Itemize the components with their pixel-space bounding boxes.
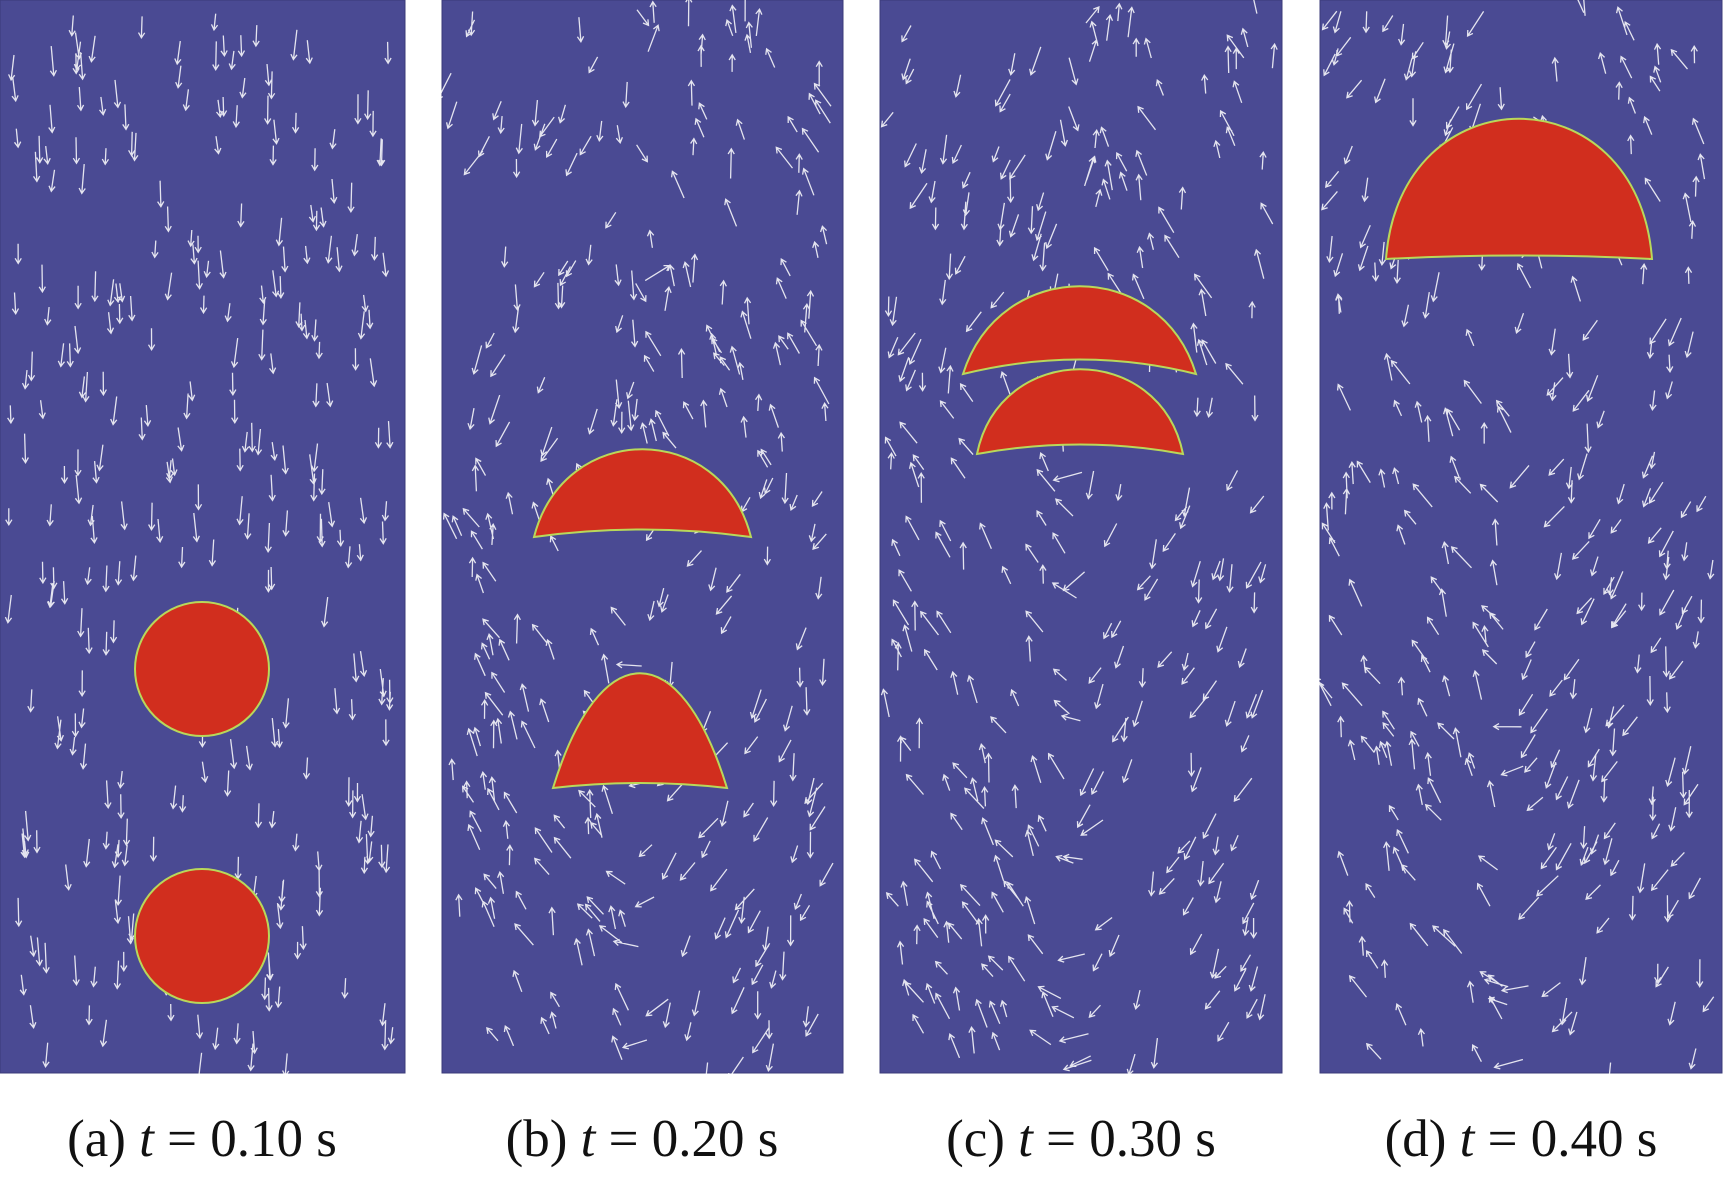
time-value: = 0.30 s (1046, 1110, 1216, 1168)
droplet (975, 368, 1185, 456)
caption-text: (c) t = 0.30 s (946, 1110, 1216, 1168)
time-symbol: t (1460, 1110, 1476, 1168)
droplet (134, 601, 270, 737)
time-symbol: t (139, 1110, 155, 1168)
panel-letter: (b) (506, 1110, 568, 1168)
caption-text: (b) t = 0.20 s (506, 1110, 779, 1168)
panel-letter: (d) (1385, 1110, 1447, 1168)
panel-letter: (a) (67, 1110, 126, 1168)
droplet (532, 448, 753, 539)
time-value: = 0.40 s (1488, 1110, 1658, 1168)
velocity-arrows (4, 13, 395, 1082)
caption-text: (a) t = 0.10 s (67, 1110, 337, 1168)
time-symbol: t (1018, 1110, 1034, 1168)
velocity-arrows (880, 0, 1278, 1077)
panel-letter: (c) (946, 1110, 1005, 1168)
time-symbol: t (581, 1110, 597, 1168)
droplet (961, 285, 1198, 376)
droplet (1384, 117, 1654, 261)
velocity-arrows (436, 0, 834, 1083)
droplet (551, 672, 729, 790)
time-value: = 0.20 s (609, 1110, 779, 1168)
caption-text: (d) t = 0.40 s (1385, 1110, 1658, 1168)
panel-c (879, 0, 1283, 1074)
panel-b (441, 0, 844, 1074)
droplet (134, 868, 270, 1004)
time-value: = 0.10 s (167, 1110, 337, 1168)
caption: (a) t = 0.10 s (b) t = 0.20 s (c) t = 0.… (67, 1110, 1657, 1168)
